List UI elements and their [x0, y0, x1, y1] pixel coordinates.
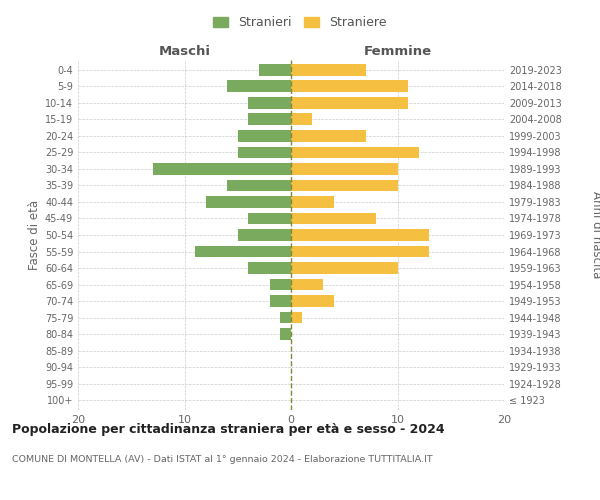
- Bar: [291, 196, 334, 208]
- Bar: [227, 180, 291, 192]
- Bar: [291, 312, 302, 324]
- Text: Femmine: Femmine: [364, 46, 431, 59]
- Bar: [206, 196, 291, 208]
- Bar: [259, 64, 291, 76]
- Bar: [291, 130, 365, 142]
- Bar: [248, 114, 291, 126]
- Bar: [270, 295, 291, 307]
- Bar: [280, 328, 291, 340]
- Bar: [248, 212, 291, 224]
- Bar: [238, 229, 291, 241]
- Bar: [291, 262, 398, 274]
- Bar: [248, 262, 291, 274]
- Bar: [291, 212, 376, 224]
- Legend: Stranieri, Straniere: Stranieri, Straniere: [208, 11, 392, 34]
- Bar: [291, 114, 313, 126]
- Bar: [291, 146, 419, 158]
- Bar: [291, 163, 398, 175]
- Text: Popolazione per cittadinanza straniera per età e sesso - 2024: Popolazione per cittadinanza straniera p…: [12, 422, 445, 436]
- Bar: [291, 229, 430, 241]
- Bar: [238, 146, 291, 158]
- Bar: [195, 246, 291, 258]
- Bar: [291, 64, 365, 76]
- Bar: [280, 312, 291, 324]
- Bar: [152, 163, 291, 175]
- Bar: [291, 278, 323, 290]
- Bar: [291, 246, 430, 258]
- Text: Maschi: Maschi: [158, 46, 211, 59]
- Bar: [248, 97, 291, 109]
- Y-axis label: Anni di nascita: Anni di nascita: [590, 192, 600, 278]
- Bar: [291, 97, 408, 109]
- Y-axis label: Fasce di età: Fasce di età: [28, 200, 41, 270]
- Bar: [291, 180, 398, 192]
- Bar: [291, 295, 334, 307]
- Text: COMUNE DI MONTELLA (AV) - Dati ISTAT al 1° gennaio 2024 - Elaborazione TUTTITALI: COMUNE DI MONTELLA (AV) - Dati ISTAT al …: [12, 455, 433, 464]
- Bar: [227, 80, 291, 92]
- Bar: [238, 130, 291, 142]
- Bar: [270, 278, 291, 290]
- Bar: [291, 80, 408, 92]
